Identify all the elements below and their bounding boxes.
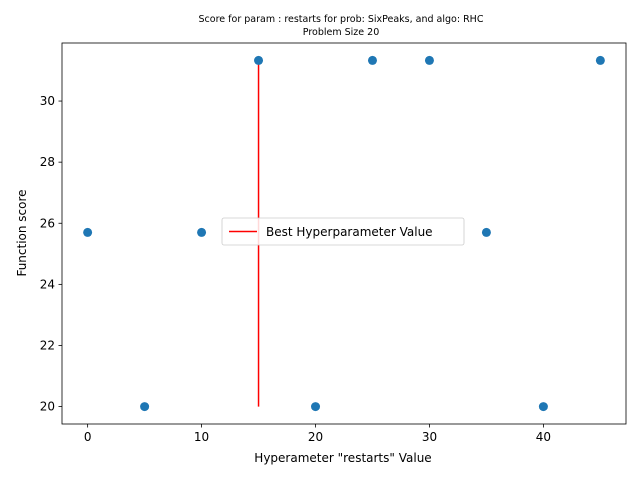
data-point <box>140 402 150 412</box>
y-tick-label: 26 <box>40 216 55 230</box>
data-point <box>311 402 321 412</box>
y-tick-label: 24 <box>40 277 55 291</box>
legend-label: Best Hyperparameter Value <box>266 225 433 239</box>
data-point <box>595 55 605 65</box>
chart-title: Score for param : restarts for prob: Six… <box>199 14 484 25</box>
x-tick-label: 10 <box>194 430 209 444</box>
data-point <box>254 55 264 65</box>
x-tick-label: 30 <box>422 430 437 444</box>
y-tick-label: 20 <box>40 400 55 414</box>
y-axis-label: Function score <box>15 189 29 276</box>
data-point <box>481 227 491 237</box>
x-axis-label: Hyperameter "restarts" Value <box>254 451 431 465</box>
chart-subtitle: Problem Size 20 <box>303 27 379 38</box>
data-point <box>538 402 548 412</box>
axes-frame <box>61 42 627 425</box>
plot-area: 0 10 20 30 40 20 22 24 26 28 30 Best Hyperparameter… <box>40 42 627 444</box>
y-tick-label: 28 <box>40 155 55 169</box>
y-tick-label: 22 <box>40 338 55 352</box>
x-tick-label: 20 <box>308 430 323 444</box>
x-tick-label: 0 <box>84 430 92 444</box>
legend-box <box>221 217 465 246</box>
data-point <box>197 227 207 237</box>
x-tick-label: 40 <box>536 430 551 444</box>
data-point <box>424 55 434 65</box>
y-tick-label: 30 <box>40 94 55 108</box>
data-point <box>367 55 377 65</box>
data-point <box>83 227 93 237</box>
